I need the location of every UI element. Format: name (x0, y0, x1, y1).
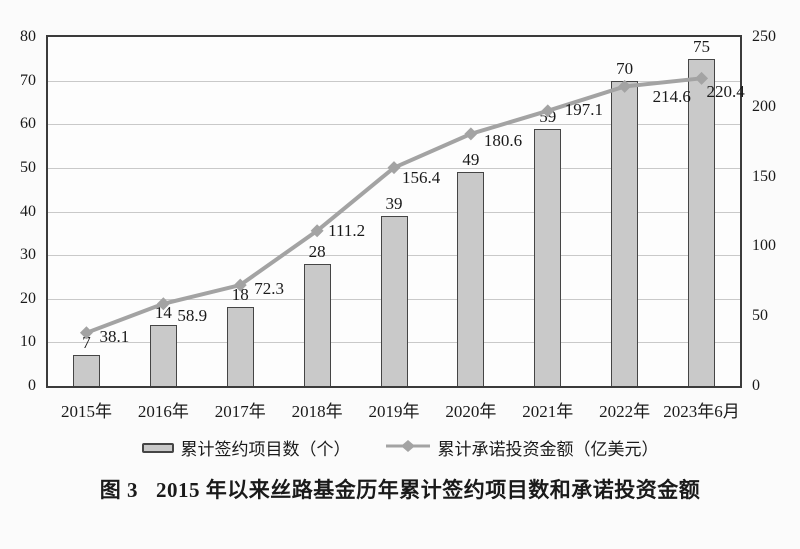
right-axis-tick-label: 250 (752, 28, 776, 45)
bar (149, 324, 177, 386)
bar (611, 80, 639, 386)
line-path (85, 76, 702, 335)
diamond-marker-icon (387, 161, 401, 175)
bar-value-label: 14 (154, 302, 172, 322)
line-value-label: 156.4 (402, 167, 441, 187)
left-axis-tick-label: 50 (20, 158, 36, 176)
bar-value-label: 18 (231, 285, 249, 305)
x-axis-label: 2017年 (214, 402, 266, 421)
bar-swatch-icon (141, 442, 174, 453)
bar-value-label: 70 (616, 58, 634, 78)
x-axis-label: 2020年 (445, 402, 497, 421)
right-axis-tick-label: 150 (752, 167, 776, 185)
legend-label-line: 累计承诺投资金额（亿美元） (437, 440, 659, 459)
legend-item-bars: 累计签约项目数（个） (141, 435, 351, 460)
left-axis-tick-label: 70 (20, 71, 36, 89)
bar (303, 263, 331, 386)
line-value-label: 58.9 (177, 305, 208, 325)
legend-label-bars: 累计签约项目数（个） (180, 440, 351, 459)
x-axis-label: 2016年 (137, 402, 189, 421)
bar-value-label: 49 (462, 150, 480, 170)
diamond-marker-icon (618, 79, 632, 93)
diamond-marker-icon (79, 326, 93, 340)
figure-number: 图 3 (99, 478, 138, 502)
bar (226, 307, 254, 386)
bar (380, 215, 408, 386)
bar (688, 58, 716, 386)
x-axis-label: 2019年 (368, 402, 420, 421)
bar-value-label: 7 (82, 333, 91, 353)
diamond-marker-icon (310, 224, 324, 238)
diamond-marker-icon (541, 104, 555, 118)
gridline (48, 124, 740, 126)
right-axis-tick-label: 200 (752, 97, 776, 115)
diamond-marker-icon (233, 278, 247, 292)
x-axis-label: 2021年 (522, 402, 574, 421)
line-value-label: 180.6 (483, 130, 523, 150)
x-axis-label: 2018年 (291, 402, 343, 421)
line-value-label: 38.1 (99, 326, 130, 346)
line-value-label: 197.1 (564, 99, 604, 119)
bar-value-label: 75 (693, 36, 711, 56)
left-axis-tick-label: 20 (20, 289, 36, 307)
legend: 累计签约项目数（个） 累计承诺投资金额（亿美元） (0, 435, 800, 460)
x-axis-label: 2015年 (60, 402, 112, 421)
bar-value-label: 39 (385, 193, 403, 213)
bar (534, 128, 562, 386)
line-series (79, 71, 709, 340)
line-value-label: 72.3 (254, 279, 284, 299)
diamond-marker-icon (156, 297, 170, 311)
bar-value-label: 28 (308, 241, 326, 261)
gridline (48, 80, 740, 82)
bar (457, 172, 485, 386)
x-axis-label: 2022年 (599, 402, 651, 421)
right-axis-tick-label: 0 (752, 377, 760, 394)
line-value-label: 111.2 (328, 220, 366, 240)
line-value-label: 214.6 (652, 87, 691, 107)
figure-caption: 图 3 2015 年以来丝路基金历年累计签约项目数和承诺投资金额 (0, 474, 800, 504)
legend-item-line: 累计承诺投资金额（亿美元） (385, 435, 659, 460)
right-axis-tick-label: 50 (752, 307, 768, 325)
plot-area: 7141828394959707538.158.972.3111.2156.41… (46, 35, 745, 388)
left-axis-tick-label: 60 (20, 115, 36, 133)
left-axis-tick-label: 0 (28, 377, 36, 394)
figure-title: 2015 年以来丝路基金历年累计签约项目数和承诺投资金额 (156, 478, 701, 502)
left-axis-tick-label: 10 (20, 333, 36, 351)
diamond-marker-icon (464, 127, 478, 141)
left-axis-tick-label: 80 (20, 28, 36, 45)
line-diamond-swatch-icon (385, 438, 431, 458)
bar (72, 355, 100, 386)
right-axis-tick-label: 100 (752, 237, 776, 255)
x-axis-label: 2023年6月 (663, 402, 740, 421)
left-axis-tick-label: 40 (20, 202, 36, 220)
diamond-marker-icon (695, 71, 709, 85)
line-value-label: 220.4 (706, 82, 745, 102)
left-axis-tick-label: 30 (20, 246, 36, 264)
gridline (48, 211, 740, 213)
